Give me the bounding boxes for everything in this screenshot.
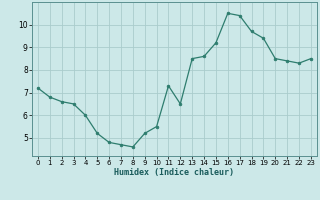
X-axis label: Humidex (Indice chaleur): Humidex (Indice chaleur) — [115, 168, 234, 177]
